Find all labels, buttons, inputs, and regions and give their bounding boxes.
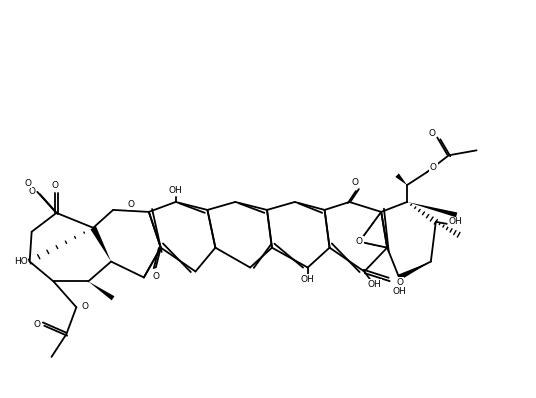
Text: O: O — [396, 278, 403, 287]
Text: O: O — [428, 129, 435, 138]
Polygon shape — [88, 281, 115, 300]
Text: O: O — [28, 187, 35, 195]
Text: OH: OH — [392, 287, 406, 296]
Text: OH: OH — [301, 275, 315, 284]
Polygon shape — [398, 261, 431, 280]
Text: O: O — [33, 320, 40, 329]
Polygon shape — [91, 226, 111, 261]
Polygon shape — [407, 202, 457, 217]
Text: OH: OH — [367, 280, 381, 289]
Text: OH: OH — [169, 185, 183, 195]
Text: O: O — [430, 163, 437, 172]
Text: O: O — [356, 237, 363, 246]
Text: O: O — [81, 302, 88, 311]
Text: OH: OH — [449, 217, 463, 226]
Text: O: O — [24, 179, 31, 187]
Text: O: O — [51, 181, 58, 189]
Polygon shape — [396, 174, 407, 185]
Text: O: O — [128, 201, 135, 209]
Text: O: O — [152, 272, 159, 281]
Text: HO: HO — [14, 257, 27, 266]
Text: O: O — [352, 178, 359, 187]
